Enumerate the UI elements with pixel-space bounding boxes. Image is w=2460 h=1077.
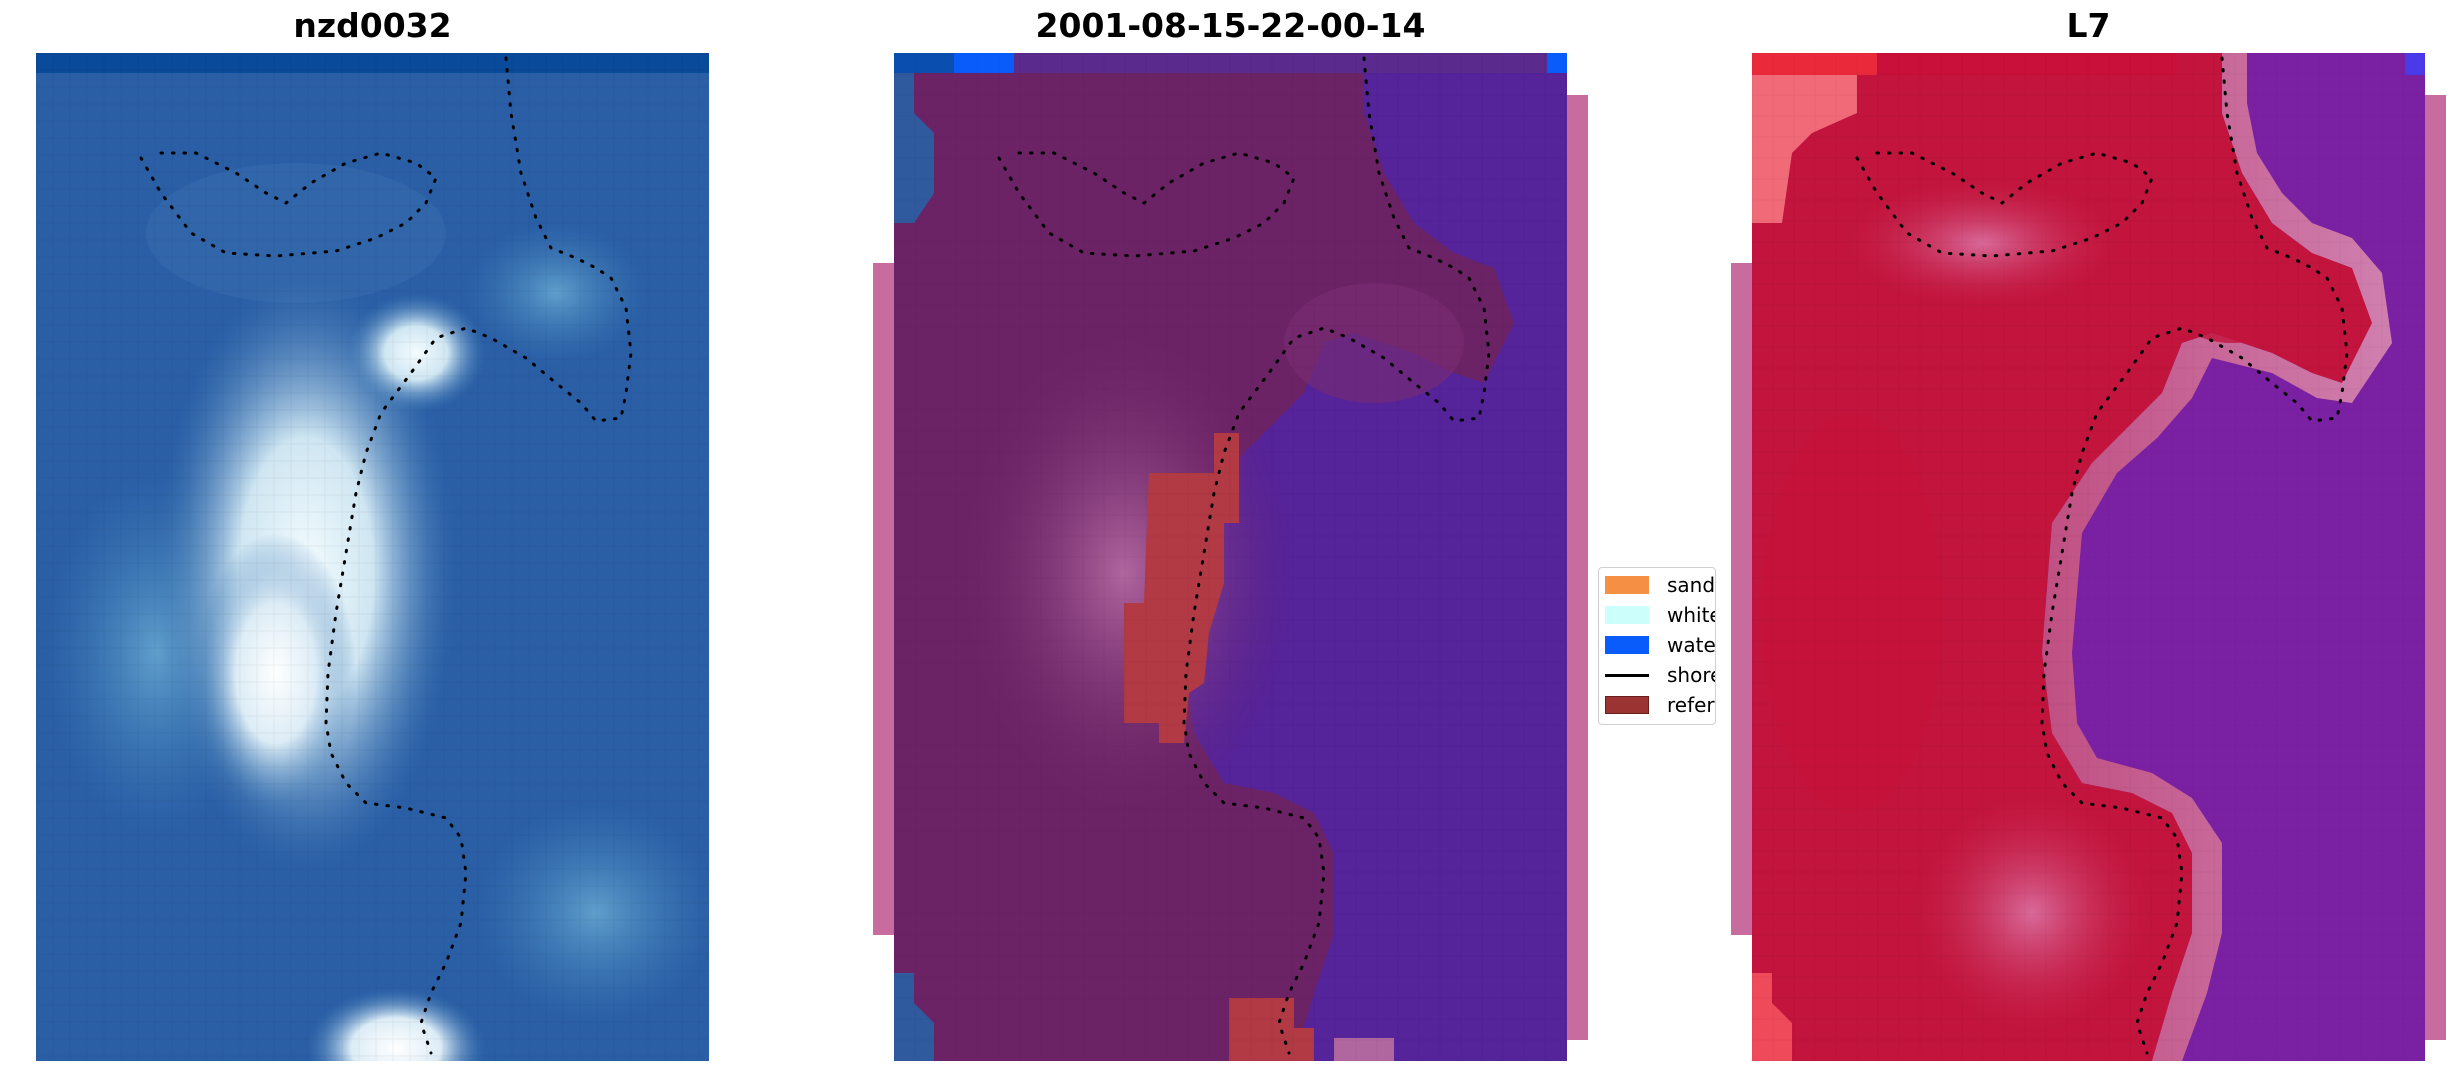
legend-label-water: water (1667, 633, 1716, 657)
legend-label-sand: sand (1667, 573, 1716, 597)
left-marker-bar (873, 263, 894, 935)
panel-title-sensor: L7 (2066, 6, 2111, 45)
rgb-image (36, 53, 709, 1061)
shoreline-trace-inner (139, 151, 438, 258)
legend-swatch-reference (1605, 696, 1649, 714)
shoreline-trace-3 (2040, 56, 2349, 1055)
legend: sand whitewa water shoreline referenc (1598, 567, 1716, 725)
legend-label-shoreline: shoreline (1667, 663, 1715, 687)
shoreline-trace (324, 56, 633, 1055)
panel-title-date: 2001-08-15-22-00-14 (1035, 6, 1426, 45)
shoreline-trace-2 (1182, 56, 1491, 1055)
right-marker-bar (1567, 95, 1588, 1040)
panel-title-rgb: nzd0032 (293, 6, 452, 45)
legend-item-sand: sand (1605, 572, 1715, 598)
classification-overlay (894, 53, 1567, 1061)
legend-swatch-sand (1605, 576, 1649, 594)
shoreline-trace-inner-3 (1855, 151, 2154, 258)
legend-line-shoreline (1605, 673, 1649, 677)
legend-item-reference: referenc (1605, 692, 1715, 718)
legend-swatch-water (1605, 636, 1649, 654)
legend-label-reference: referenc (1667, 693, 1715, 717)
right-marker-bar-3 (2425, 95, 2446, 1040)
legend-item-whitewater: whitewa (1605, 602, 1715, 628)
legend-item-water: water (1605, 632, 1716, 658)
index-image (1752, 53, 2425, 1061)
legend-swatch-whitewater (1605, 606, 1649, 624)
legend-label-whitewater: whitewa (1667, 603, 1715, 627)
legend-item-shoreline: shoreline (1605, 662, 1715, 688)
shoreline-trace-inner-2 (997, 151, 1296, 258)
left-marker-bar-3 (1731, 263, 1752, 935)
